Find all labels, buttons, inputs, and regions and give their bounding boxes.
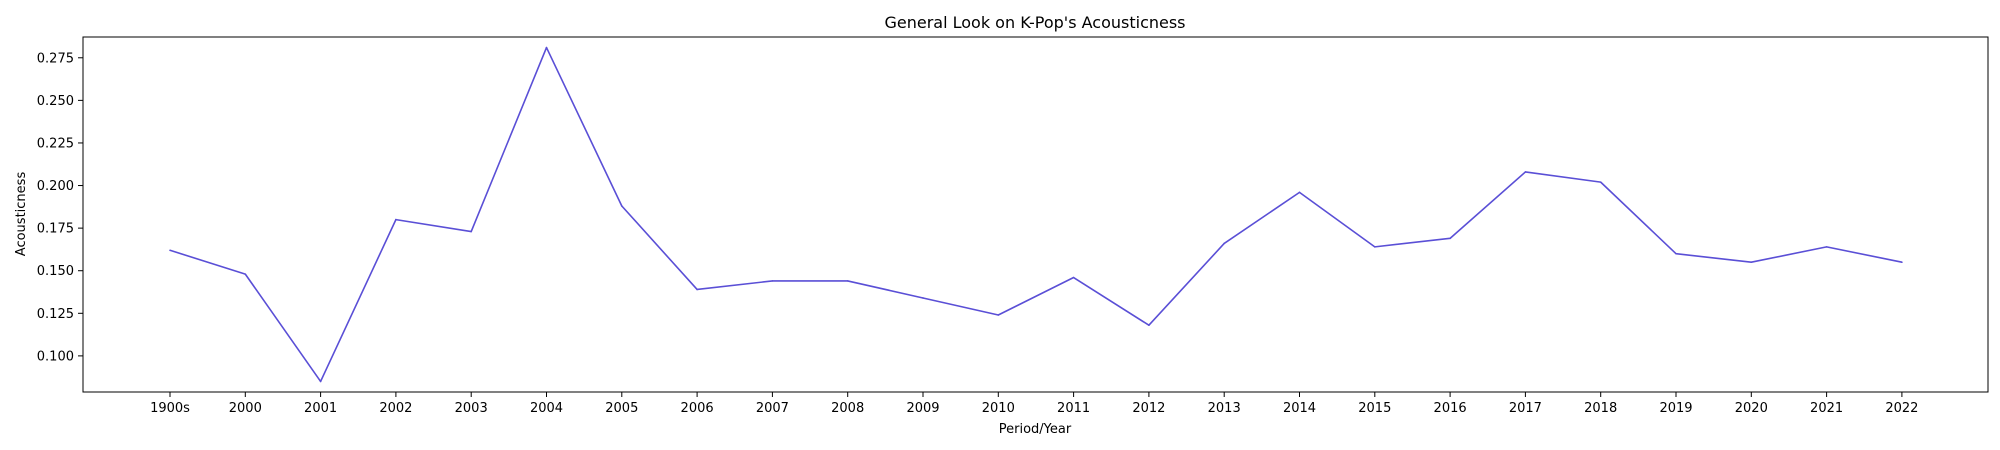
data-point [696, 288, 698, 291]
data-point [169, 249, 171, 252]
data-point [1901, 261, 1903, 263]
x-tick-label: 1900s [150, 401, 190, 416]
y-tick-label: 0.200 [37, 179, 74, 194]
x-tick-label: 2010 [982, 401, 1015, 416]
x-tick-label: 2021 [1810, 401, 1843, 416]
data-point [1825, 246, 1828, 248]
data-point [1223, 242, 1225, 245]
data-point [1750, 261, 1753, 263]
data-point [395, 218, 397, 221]
y-tick-label: 0.125 [37, 307, 74, 322]
data-point [1449, 237, 1451, 240]
data-point [997, 314, 1000, 316]
y-tick-label: 0.150 [37, 264, 74, 279]
x-axis-ticks: 1900s 2000 2001 2002 2003 2004 2005 2006 2007 200… [150, 392, 1918, 416]
y-tick-label: 0.250 [37, 94, 74, 109]
chart-title: General Look on K-Pop's Acousticness [884, 13, 1185, 32]
x-tick-label: 2011 [1057, 401, 1090, 416]
x-axis-label: Period/Year [999, 422, 1072, 437]
data-point [1298, 191, 1301, 194]
x-tick-label: 2016 [1434, 401, 1467, 416]
data-point [1148, 324, 1150, 327]
x-tick-label: 2017 [1509, 401, 1542, 416]
series-line [169, 46, 1903, 383]
x-tick-label: 2009 [906, 401, 939, 416]
x-tick-label: 2020 [1735, 401, 1768, 416]
x-tick-label: 2019 [1659, 401, 1692, 416]
data-point [846, 280, 849, 282]
data-point [1675, 252, 1677, 255]
y-tick-label: 0.275 [37, 51, 74, 66]
x-tick-label: 2022 [1885, 401, 1918, 416]
data-point [1374, 246, 1376, 248]
y-axis-label: Acousticness [14, 172, 29, 257]
data-point [621, 205, 623, 207]
y-tick-label: 0.175 [37, 222, 74, 237]
data-point [545, 46, 548, 49]
data-point [1524, 171, 1527, 173]
y-tick-label: 0.100 [37, 349, 74, 364]
data-point [470, 230, 473, 233]
x-tick-label: 2006 [681, 401, 714, 416]
x-tick-label: 2005 [605, 401, 638, 416]
x-tick-label: 2001 [304, 401, 337, 416]
plot-frame [82, 36, 1989, 393]
data-point [1599, 181, 1602, 183]
x-tick-label: 2002 [379, 401, 412, 416]
x-tick-label: 2003 [455, 401, 488, 416]
x-tick-label: 2013 [1208, 401, 1241, 416]
x-tick-label: 2007 [756, 401, 789, 416]
x-tick-label: 2015 [1358, 401, 1391, 416]
data-point [319, 380, 322, 383]
x-tick-label: 2000 [229, 401, 262, 416]
series-layer [169, 46, 1903, 383]
x-tick-label: 2004 [530, 401, 563, 416]
x-tick-label: 2014 [1283, 401, 1316, 416]
data-point [922, 297, 924, 299]
x-tick-label: 2018 [1584, 401, 1617, 416]
y-axis-ticks: 0.100 0.125 0.150 0.175 0.200 0.225 0.250 0.275 [37, 51, 83, 364]
data-point [1072, 276, 1075, 279]
data-point [771, 280, 774, 282]
data-point [244, 273, 247, 275]
x-tick-label: 2008 [831, 401, 864, 416]
x-tick-label: 2012 [1132, 401, 1165, 416]
y-tick-label: 0.225 [37, 136, 74, 151]
